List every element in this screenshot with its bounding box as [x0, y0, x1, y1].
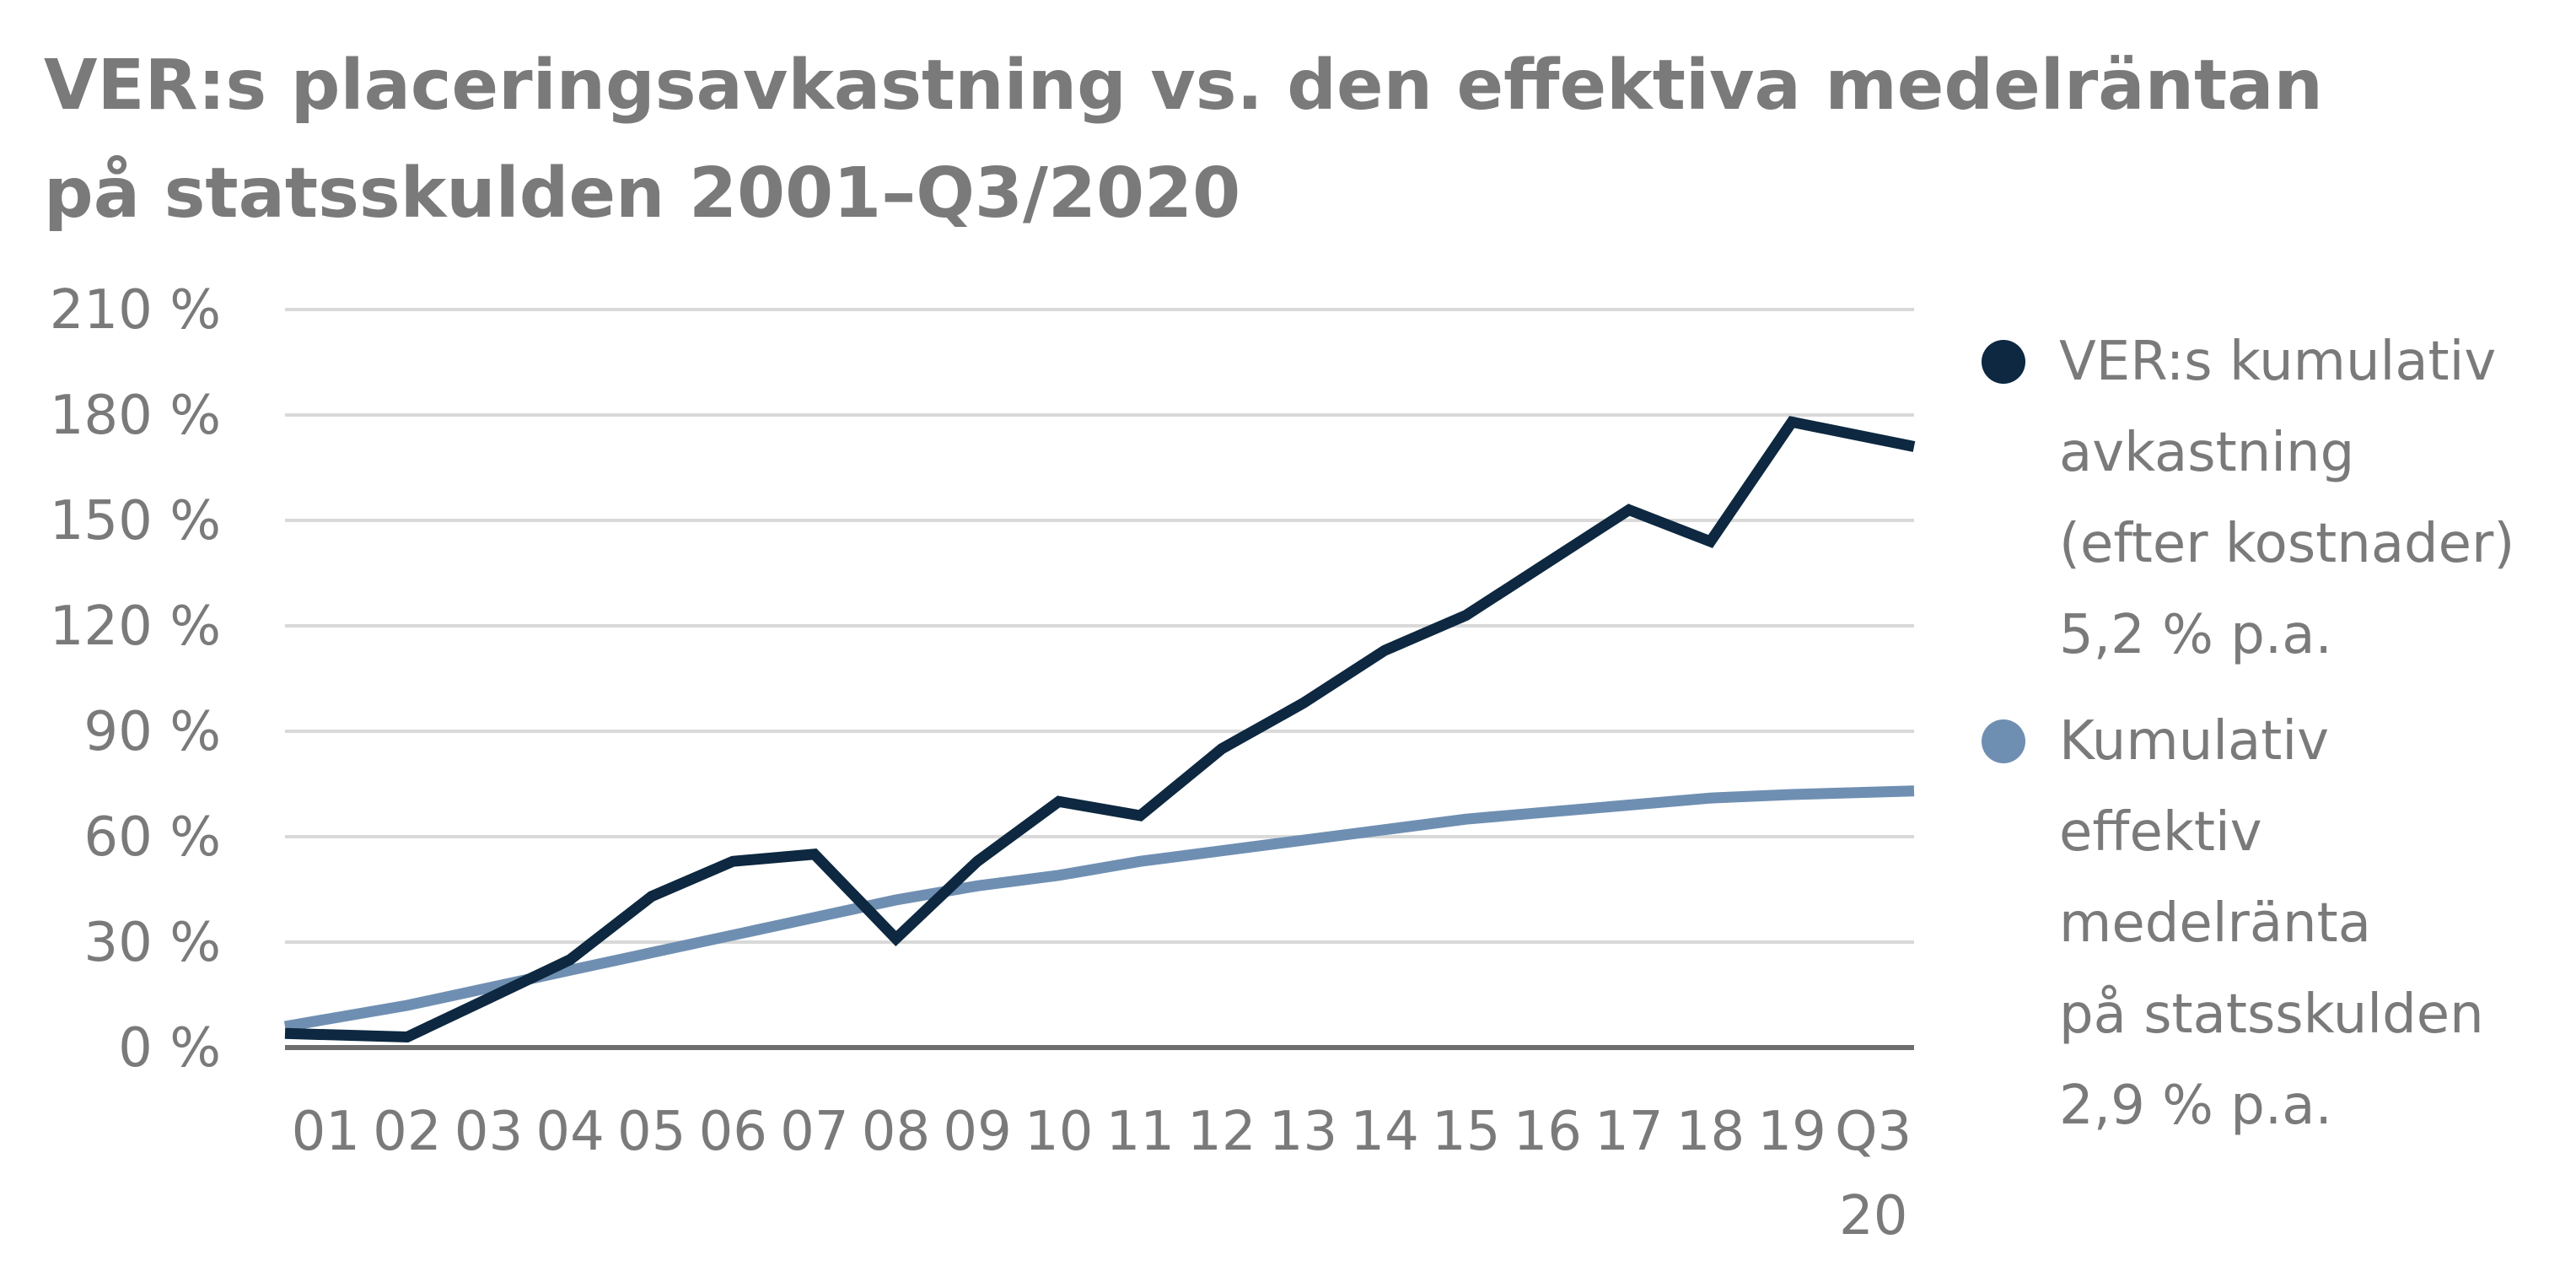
x-tick-label: 16: [1514, 1101, 1582, 1163]
x-tick-label: 14: [1350, 1101, 1418, 1163]
x-tick-label: 07: [780, 1101, 848, 1163]
y-tick-label: 120 %: [50, 595, 221, 658]
x-axis-ticks: 01 02 03 04 05 06 07 08 09 10 11 12 13 14 15 16 17 18 19 Q3…: [292, 1101, 1912, 1247]
legend-label-interest-line: på statsskulden: [2059, 983, 2484, 1046]
x-tick-label: 01: [292, 1101, 360, 1163]
legend-label-interest-line: Kumulativ: [2059, 710, 2329, 773]
x-tick-label: 09: [943, 1101, 1011, 1163]
legend-label-interest-line: effektiv: [2059, 801, 2262, 864]
series-lines: [283, 416, 1916, 1043]
legend-item-interest: Kumulativ effektiv medelränta på statssk…: [1982, 696, 2555, 1151]
x-tick-label: 20: [1839, 1185, 1907, 1247]
x-tick-label: 11: [1106, 1101, 1175, 1163]
legend-label-interest-line: 2,9 % p.a.: [2059, 1075, 2332, 1137]
y-axis-ticks: 0 % 30 % 60 % 90 % 120 % 150 % 180 % 210 %: [50, 279, 221, 1080]
legend-label-returns-line: (efter kostnader): [2059, 513, 2515, 575]
x-tick-label: 13: [1269, 1101, 1337, 1163]
legend-label-returns-line: VER:s kumulativ: [2059, 331, 2497, 393]
x-tick-label: 15: [1432, 1101, 1500, 1163]
x-tick-label: Q3: [1835, 1101, 1912, 1163]
y-tick-label: 180 %: [50, 385, 221, 447]
legend-dot-interest: [1982, 719, 2025, 763]
legend: VER:s kumulativ avkastning (efter kostna…: [1982, 316, 2555, 1151]
legend-label-returns-line: 5,2 % p.a.: [2059, 604, 2332, 666]
y-tick-label: 0 %: [118, 1017, 221, 1080]
y-tick-label: 150 %: [50, 490, 221, 552]
y-tick-label: 30 %: [83, 912, 221, 974]
x-tick-label: 19: [1757, 1101, 1826, 1163]
x-tick-label: 12: [1187, 1101, 1256, 1163]
chart-title: VER:s placeringsavkastning vs. den effek…: [44, 32, 2489, 248]
chart-title-line-2: på statsskulden 2001–Q3/2020: [44, 154, 1241, 234]
legend-label-returns: VER:s kumulativ avkastning (efter kostna…: [2059, 316, 2555, 681]
x-tick-label: 08: [862, 1101, 930, 1163]
x-tick-label: 06: [699, 1101, 767, 1163]
y-tick-label: 90 %: [83, 701, 221, 763]
x-tick-label: 02: [373, 1101, 441, 1163]
legend-dot-returns: [1982, 340, 2025, 384]
y-tick-label: 60 %: [83, 806, 221, 869]
x-tick-label: 17: [1595, 1101, 1663, 1163]
y-tick-label: 210 %: [50, 279, 221, 342]
gridlines: [285, 308, 1914, 1050]
legend-label-interest-line: medelränta: [2059, 892, 2371, 955]
x-tick-label: 10: [1024, 1101, 1093, 1163]
legend-label-interest: Kumulativ effektiv medelränta på statssk…: [2059, 696, 2555, 1151]
legend-label-returns-line: avkastning: [2059, 422, 2355, 484]
x-tick-label: 18: [1676, 1101, 1745, 1163]
x-tick-label: 05: [617, 1101, 686, 1163]
x-tick-label: 04: [535, 1101, 604, 1163]
chart-title-line-1: VER:s placeringsavkastning vs. den effek…: [44, 46, 2323, 126]
legend-item-returns: VER:s kumulativ avkastning (efter kostna…: [1982, 316, 2555, 681]
series-line-interest: [283, 785, 1915, 1032]
x-tick-label: 03: [454, 1101, 523, 1163]
series-line-returns: [284, 416, 1916, 1043]
